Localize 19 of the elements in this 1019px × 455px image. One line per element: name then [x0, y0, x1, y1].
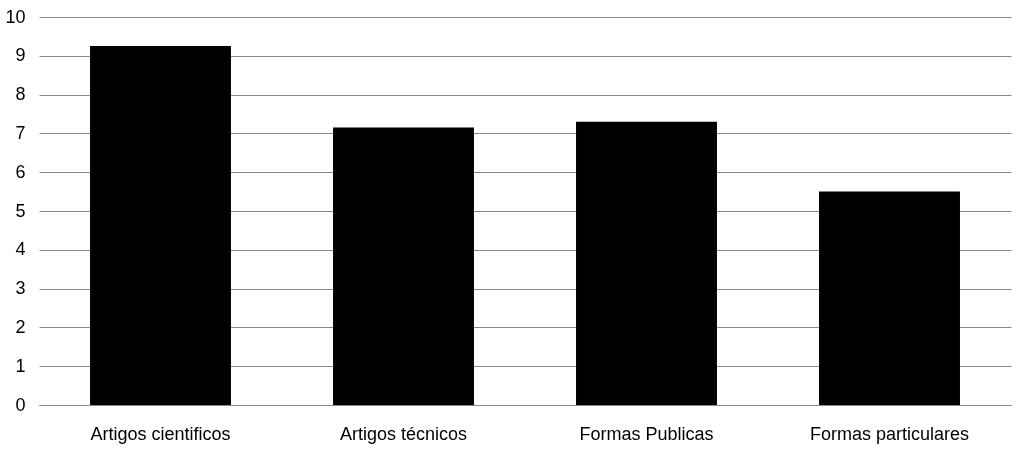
y-tick-label: 5	[15, 200, 26, 221]
x-tick-label: Formas particulares	[809, 423, 970, 444]
y-tick-label: 9	[15, 45, 26, 66]
y-tick-label: 10	[5, 6, 26, 27]
y-tick-label: 1	[15, 355, 26, 376]
y-tick-label: 2	[15, 316, 26, 337]
x-tick-label: Artigos cientificos	[90, 423, 231, 444]
bar	[90, 46, 231, 405]
bar	[333, 127, 474, 405]
y-tick-label: 3	[15, 278, 26, 299]
x-tick-label: Formas Publicas	[579, 423, 714, 444]
bar	[819, 191, 960, 405]
x-tick-label: Artigos técnicos	[339, 423, 468, 444]
y-tick-label: 7	[15, 122, 26, 143]
y-tick-label: 8	[15, 84, 26, 105]
bar	[576, 121, 717, 405]
y-tick-label: 6	[15, 161, 26, 182]
y-tick-label: 0	[15, 394, 26, 415]
y-tick-label: 4	[15, 239, 26, 260]
